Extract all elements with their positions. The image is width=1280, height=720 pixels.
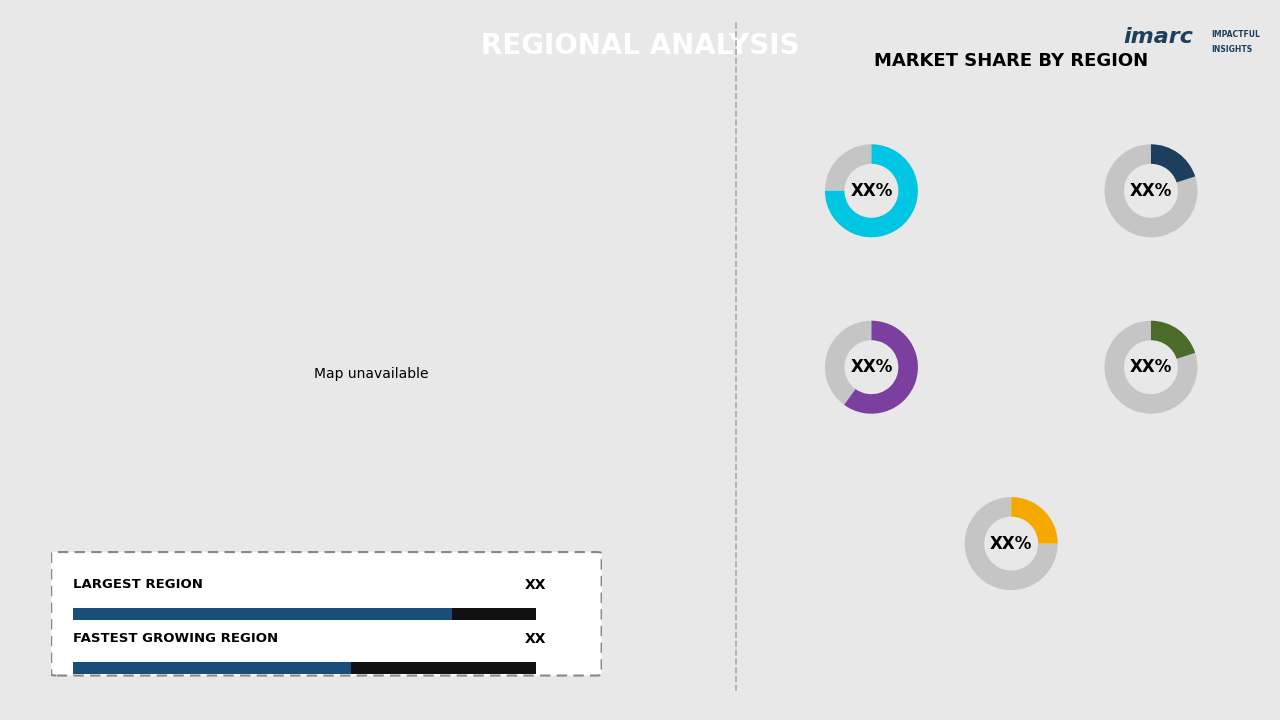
Wedge shape <box>824 144 872 191</box>
Text: Map unavailable: Map unavailable <box>314 367 429 382</box>
Text: LARGEST REGION: LARGEST REGION <box>73 578 204 591</box>
Text: XX: XX <box>525 578 547 592</box>
Text: XX%: XX% <box>850 181 892 199</box>
Text: MARKET SHARE BY REGION: MARKET SHARE BY REGION <box>874 52 1148 70</box>
Wedge shape <box>824 320 872 405</box>
Wedge shape <box>824 144 918 238</box>
Text: XX: XX <box>525 632 547 646</box>
Text: XX%: XX% <box>850 358 892 376</box>
Wedge shape <box>1105 144 1198 238</box>
Bar <box>73 662 351 674</box>
Text: REGIONAL ANALYSIS: REGIONAL ANALYSIS <box>481 32 799 60</box>
Wedge shape <box>1151 320 1196 359</box>
Wedge shape <box>1105 320 1198 414</box>
Text: IMPACTFUL: IMPACTFUL <box>1211 30 1260 40</box>
Wedge shape <box>844 320 918 414</box>
Text: FASTEST GROWING REGION: FASTEST GROWING REGION <box>73 632 278 646</box>
Wedge shape <box>1011 497 1057 544</box>
Bar <box>452 608 535 620</box>
Bar <box>73 608 452 620</box>
Text: imarc: imarc <box>1123 27 1193 47</box>
Wedge shape <box>965 497 1057 590</box>
Text: XX%: XX% <box>1130 181 1172 199</box>
Bar <box>351 662 535 674</box>
Text: XX%: XX% <box>989 534 1033 553</box>
Wedge shape <box>1151 144 1196 182</box>
Text: XX%: XX% <box>1130 358 1172 376</box>
Text: INSIGHTS: INSIGHTS <box>1211 45 1252 54</box>
FancyBboxPatch shape <box>51 552 602 675</box>
